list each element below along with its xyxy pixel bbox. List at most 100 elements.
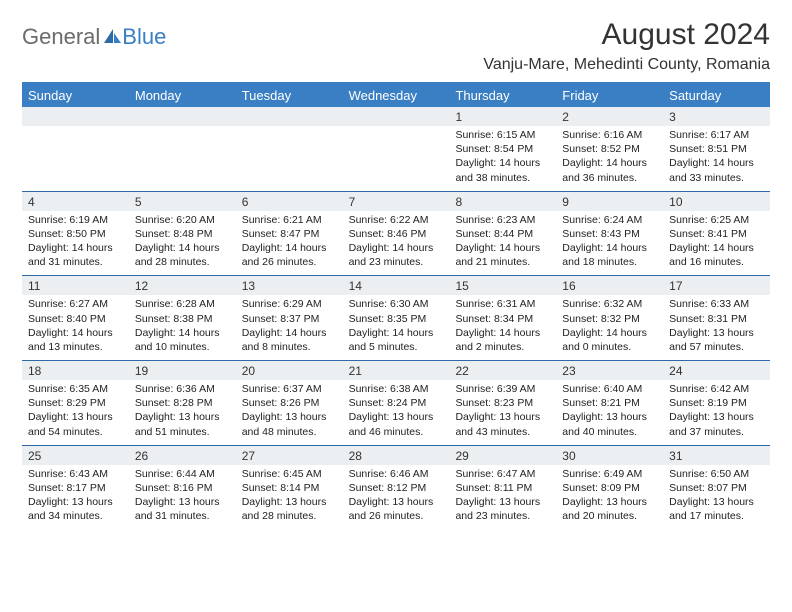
daylight-text-2: and 18 minutes. [562,255,657,269]
sunrise-text: Sunrise: 6:44 AM [135,467,230,481]
daylight-text-2: and 28 minutes. [135,255,230,269]
daylight-text-2: and 38 minutes. [455,171,550,185]
daylight-text-1: Daylight: 14 hours [562,156,657,170]
header: General Blue August 2024 Vanju-Mare, Meh… [22,18,770,74]
sunrise-text: Sunrise: 6:31 AM [455,297,550,311]
daylight-text-2: and 40 minutes. [562,425,657,439]
daylight-text-2: and 28 minutes. [242,509,337,523]
date-number: 17 [663,276,770,295]
date-cell: Sunrise: 6:15 AMSunset: 8:54 PMDaylight:… [449,126,556,191]
daylight-text-1: Daylight: 13 hours [349,410,444,424]
daylight-text-1: Daylight: 14 hours [28,241,123,255]
date-number [22,107,129,126]
logo-text-2: Blue [122,24,166,50]
sunset-text: Sunset: 8:48 PM [135,227,230,241]
sunrise-text: Sunrise: 6:45 AM [242,467,337,481]
date-cell: Sunrise: 6:33 AMSunset: 8:31 PMDaylight:… [663,295,770,360]
dayhead-tue: Tuesday [236,84,343,107]
date-number: 19 [129,361,236,380]
sunset-text: Sunset: 8:09 PM [562,481,657,495]
date-number: 25 [22,446,129,465]
sunrise-text: Sunrise: 6:15 AM [455,128,550,142]
date-cell: Sunrise: 6:30 AMSunset: 8:35 PMDaylight:… [343,295,450,360]
date-number: 5 [129,192,236,211]
sunrise-text: Sunrise: 6:16 AM [562,128,657,142]
daylight-text-1: Daylight: 13 hours [135,410,230,424]
daylight-text-1: Daylight: 14 hours [135,326,230,340]
daylight-text-2: and 23 minutes. [349,255,444,269]
date-number: 27 [236,446,343,465]
sunset-text: Sunset: 8:11 PM [455,481,550,495]
date-number: 15 [449,276,556,295]
daylight-text-1: Daylight: 14 hours [455,156,550,170]
date-number: 6 [236,192,343,211]
date-cell: Sunrise: 6:44 AMSunset: 8:16 PMDaylight:… [129,465,236,530]
date-cell: Sunrise: 6:19 AMSunset: 8:50 PMDaylight:… [22,211,129,276]
date-number: 8 [449,192,556,211]
dayhead-mon: Monday [129,84,236,107]
date-number-row: 123 [22,107,770,126]
date-number: 22 [449,361,556,380]
logo-text-1: General [22,24,100,50]
sunrise-text: Sunrise: 6:33 AM [669,297,764,311]
daylight-text-2: and 31 minutes. [28,255,123,269]
date-data-row: Sunrise: 6:35 AMSunset: 8:29 PMDaylight:… [22,380,770,445]
date-cell: Sunrise: 6:37 AMSunset: 8:26 PMDaylight:… [236,380,343,445]
dayhead-thu: Thursday [449,84,556,107]
sunset-text: Sunset: 8:12 PM [349,481,444,495]
sunset-text: Sunset: 8:43 PM [562,227,657,241]
daylight-text-2: and 51 minutes. [135,425,230,439]
logo: General Blue [22,18,166,50]
date-number: 21 [343,361,450,380]
sunrise-text: Sunrise: 6:47 AM [455,467,550,481]
daylight-text-2: and 34 minutes. [28,509,123,523]
daylight-text-2: and 17 minutes. [669,509,764,523]
date-number-row: 45678910 [22,191,770,211]
date-number: 31 [663,446,770,465]
date-cell: Sunrise: 6:20 AMSunset: 8:48 PMDaylight:… [129,211,236,276]
daylight-text-2: and 23 minutes. [455,509,550,523]
date-cell: Sunrise: 6:45 AMSunset: 8:14 PMDaylight:… [236,465,343,530]
sunset-text: Sunset: 8:23 PM [455,396,550,410]
date-cell: Sunrise: 6:28 AMSunset: 8:38 PMDaylight:… [129,295,236,360]
date-number: 28 [343,446,450,465]
date-cell: Sunrise: 6:32 AMSunset: 8:32 PMDaylight:… [556,295,663,360]
sunset-text: Sunset: 8:50 PM [28,227,123,241]
daylight-text-2: and 8 minutes. [242,340,337,354]
sunrise-text: Sunrise: 6:38 AM [349,382,444,396]
date-cell: Sunrise: 6:29 AMSunset: 8:37 PMDaylight:… [236,295,343,360]
date-cell: Sunrise: 6:31 AMSunset: 8:34 PMDaylight:… [449,295,556,360]
sunrise-text: Sunrise: 6:20 AM [135,213,230,227]
daylight-text-2: and 13 minutes. [28,340,123,354]
date-number: 9 [556,192,663,211]
sunset-text: Sunset: 8:44 PM [455,227,550,241]
sunrise-text: Sunrise: 6:49 AM [562,467,657,481]
sunset-text: Sunset: 8:35 PM [349,312,444,326]
date-cell: Sunrise: 6:35 AMSunset: 8:29 PMDaylight:… [22,380,129,445]
date-cell: Sunrise: 6:39 AMSunset: 8:23 PMDaylight:… [449,380,556,445]
month-title: August 2024 [483,18,770,52]
dayhead-sun: Sunday [22,84,129,107]
sunrise-text: Sunrise: 6:25 AM [669,213,764,227]
sunset-text: Sunset: 8:31 PM [669,312,764,326]
sunset-text: Sunset: 8:47 PM [242,227,337,241]
date-cell: Sunrise: 6:16 AMSunset: 8:52 PMDaylight:… [556,126,663,191]
sunset-text: Sunset: 8:34 PM [455,312,550,326]
daylight-text-2: and 21 minutes. [455,255,550,269]
daylight-text-1: Daylight: 14 hours [455,241,550,255]
date-number: 4 [22,192,129,211]
daylight-text-2: and 37 minutes. [669,425,764,439]
date-number: 1 [449,107,556,126]
sunrise-text: Sunrise: 6:29 AM [242,297,337,311]
date-cell: Sunrise: 6:24 AMSunset: 8:43 PMDaylight:… [556,211,663,276]
sunrise-text: Sunrise: 6:28 AM [135,297,230,311]
daylight-text-2: and 26 minutes. [242,255,337,269]
date-number: 10 [663,192,770,211]
location: Vanju-Mare, Mehedinti County, Romania [483,56,770,74]
daylight-text-1: Daylight: 13 hours [242,495,337,509]
sunset-text: Sunset: 8:37 PM [242,312,337,326]
date-data-row: Sunrise: 6:15 AMSunset: 8:54 PMDaylight:… [22,126,770,191]
sunrise-text: Sunrise: 6:36 AM [135,382,230,396]
sunrise-text: Sunrise: 6:43 AM [28,467,123,481]
sunset-text: Sunset: 8:17 PM [28,481,123,495]
